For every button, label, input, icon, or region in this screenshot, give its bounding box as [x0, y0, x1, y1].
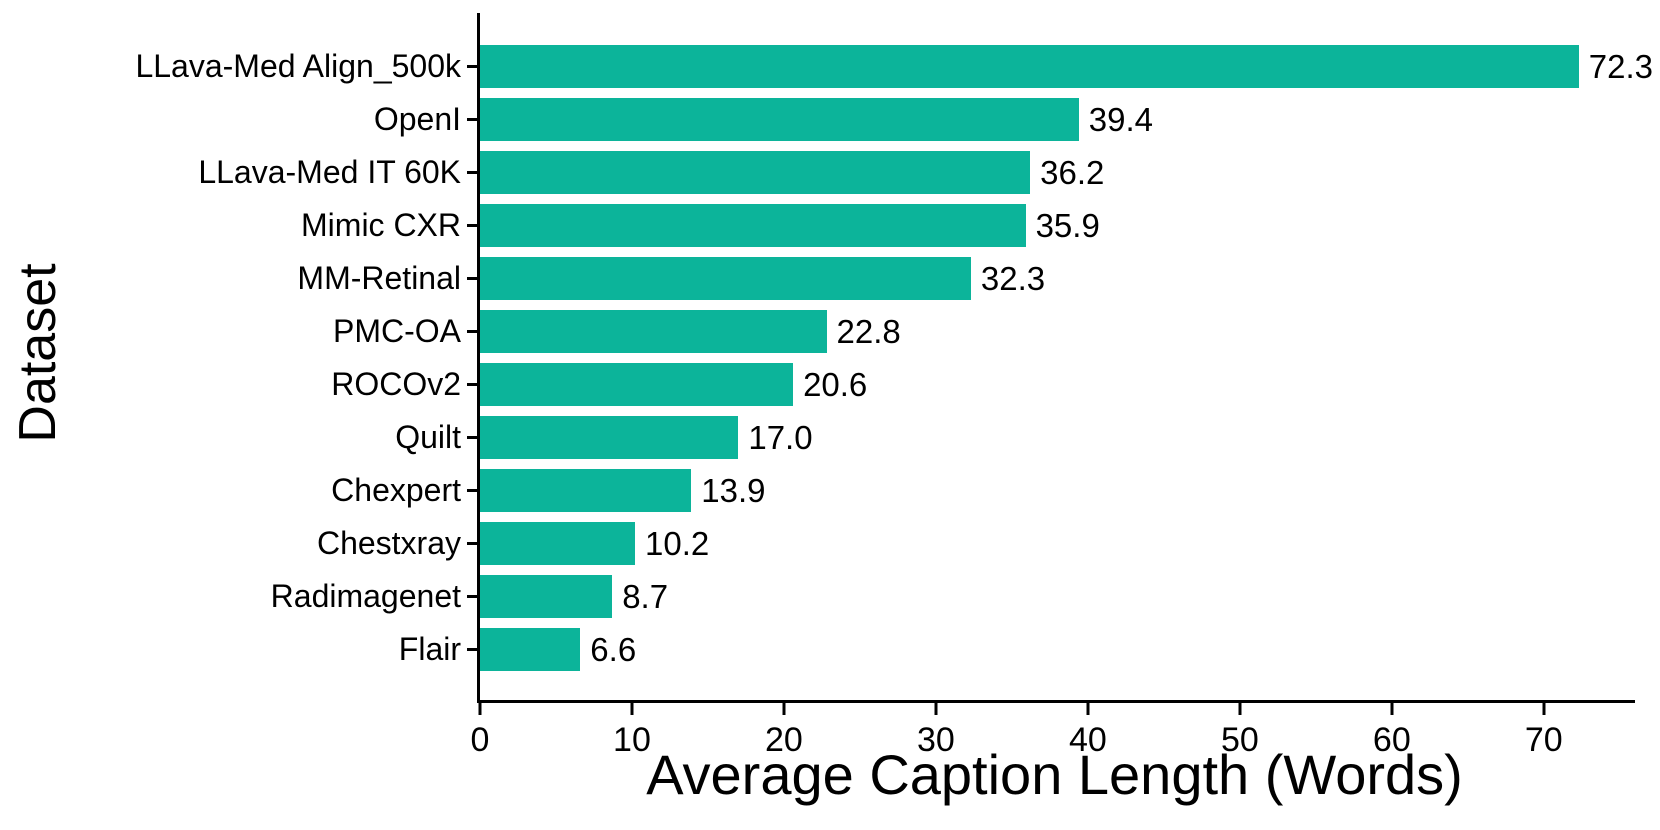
- bar: [480, 203, 1026, 247]
- category-label: PMC-OA: [333, 312, 461, 349]
- bar: [480, 44, 1579, 88]
- y-tick: [467, 647, 477, 651]
- bar: [480, 256, 971, 300]
- x-tick: [1542, 703, 1546, 715]
- x-tick-label: 40: [1068, 721, 1107, 759]
- bar-value-label: 22.8: [836, 312, 901, 350]
- x-tick: [934, 703, 938, 715]
- bar: [480, 521, 635, 565]
- category-labels: LLava-Med Align_500k OpenI LLava-Med IT 60…: [0, 13, 461, 700]
- plot-area: 72.3 39.4 36.2 35.9 32.3 22.8 20.6 17.0 13.9 10.2…: [467, 13, 1653, 759]
- bar: [480, 415, 739, 459]
- bar-value-label: 36.2: [1040, 153, 1105, 191]
- x-tick-label: 30: [916, 721, 955, 759]
- bar-value-label: 32.3: [980, 259, 1046, 297]
- x-tick: [1086, 703, 1090, 715]
- x-tick: [630, 703, 634, 715]
- category-label: Quilt: [395, 418, 461, 455]
- y-tick: [467, 488, 477, 492]
- y-tick: [467, 541, 477, 545]
- x-tick-label: 10: [613, 721, 651, 759]
- y-tick: [467, 594, 477, 598]
- category-label: Mimic CXR: [301, 206, 461, 243]
- category-label: Flair: [398, 630, 461, 667]
- category-label: Chestxray: [316, 524, 461, 561]
- category-label: Chexpert: [331, 471, 461, 508]
- x-tick: [782, 703, 786, 715]
- y-tick: [467, 435, 477, 439]
- bar-value-label: 8.7: [622, 577, 669, 615]
- y-tick: [467, 329, 477, 333]
- x-tick-label: 50: [1220, 721, 1259, 759]
- bar-value-label: 6.6: [590, 630, 637, 668]
- x-tick-label: 20: [765, 721, 803, 759]
- bar: [480, 468, 692, 512]
- y-tick: [467, 382, 477, 386]
- bar-value-label: 17.0: [748, 418, 813, 456]
- bar-value-label: 39.4: [1088, 100, 1153, 138]
- bar: [480, 309, 827, 353]
- bar-value-label: 35.9: [1035, 206, 1100, 244]
- x-tick: [478, 703, 482, 715]
- bar-value-label: 13.9: [701, 471, 766, 509]
- category-label: MM-Retinal: [297, 259, 461, 296]
- x-axis-label: Average Caption Length (Words): [646, 743, 1463, 806]
- bar: [480, 362, 794, 406]
- y-tick: [467, 170, 477, 174]
- bar: [480, 574, 613, 618]
- category-label: LLava-Med IT 60K: [198, 153, 461, 190]
- bar-value-label: 72.3: [1588, 47, 1653, 85]
- category-label: ROCOv2: [331, 365, 461, 402]
- x-tick: [1238, 703, 1242, 715]
- bar-value-label: 20.6: [803, 365, 868, 403]
- x-tick-label: 70: [1524, 721, 1563, 759]
- category-label: Radimagenet: [270, 577, 461, 614]
- y-tick: [467, 64, 477, 68]
- y-tick: [467, 223, 477, 227]
- x-tick-label: 60: [1372, 721, 1411, 759]
- y-tick: [467, 276, 477, 280]
- category-label: OpenI: [373, 100, 461, 137]
- bar: [480, 627, 581, 671]
- bar: [480, 150, 1031, 194]
- x-tick-label: 0: [470, 721, 490, 759]
- x-tick: [1390, 703, 1394, 715]
- bar-value-label: 10.2: [645, 524, 710, 562]
- y-tick: [467, 117, 477, 121]
- category-label: LLava-Med Align_500k: [135, 47, 461, 84]
- bar: [480, 97, 1079, 141]
